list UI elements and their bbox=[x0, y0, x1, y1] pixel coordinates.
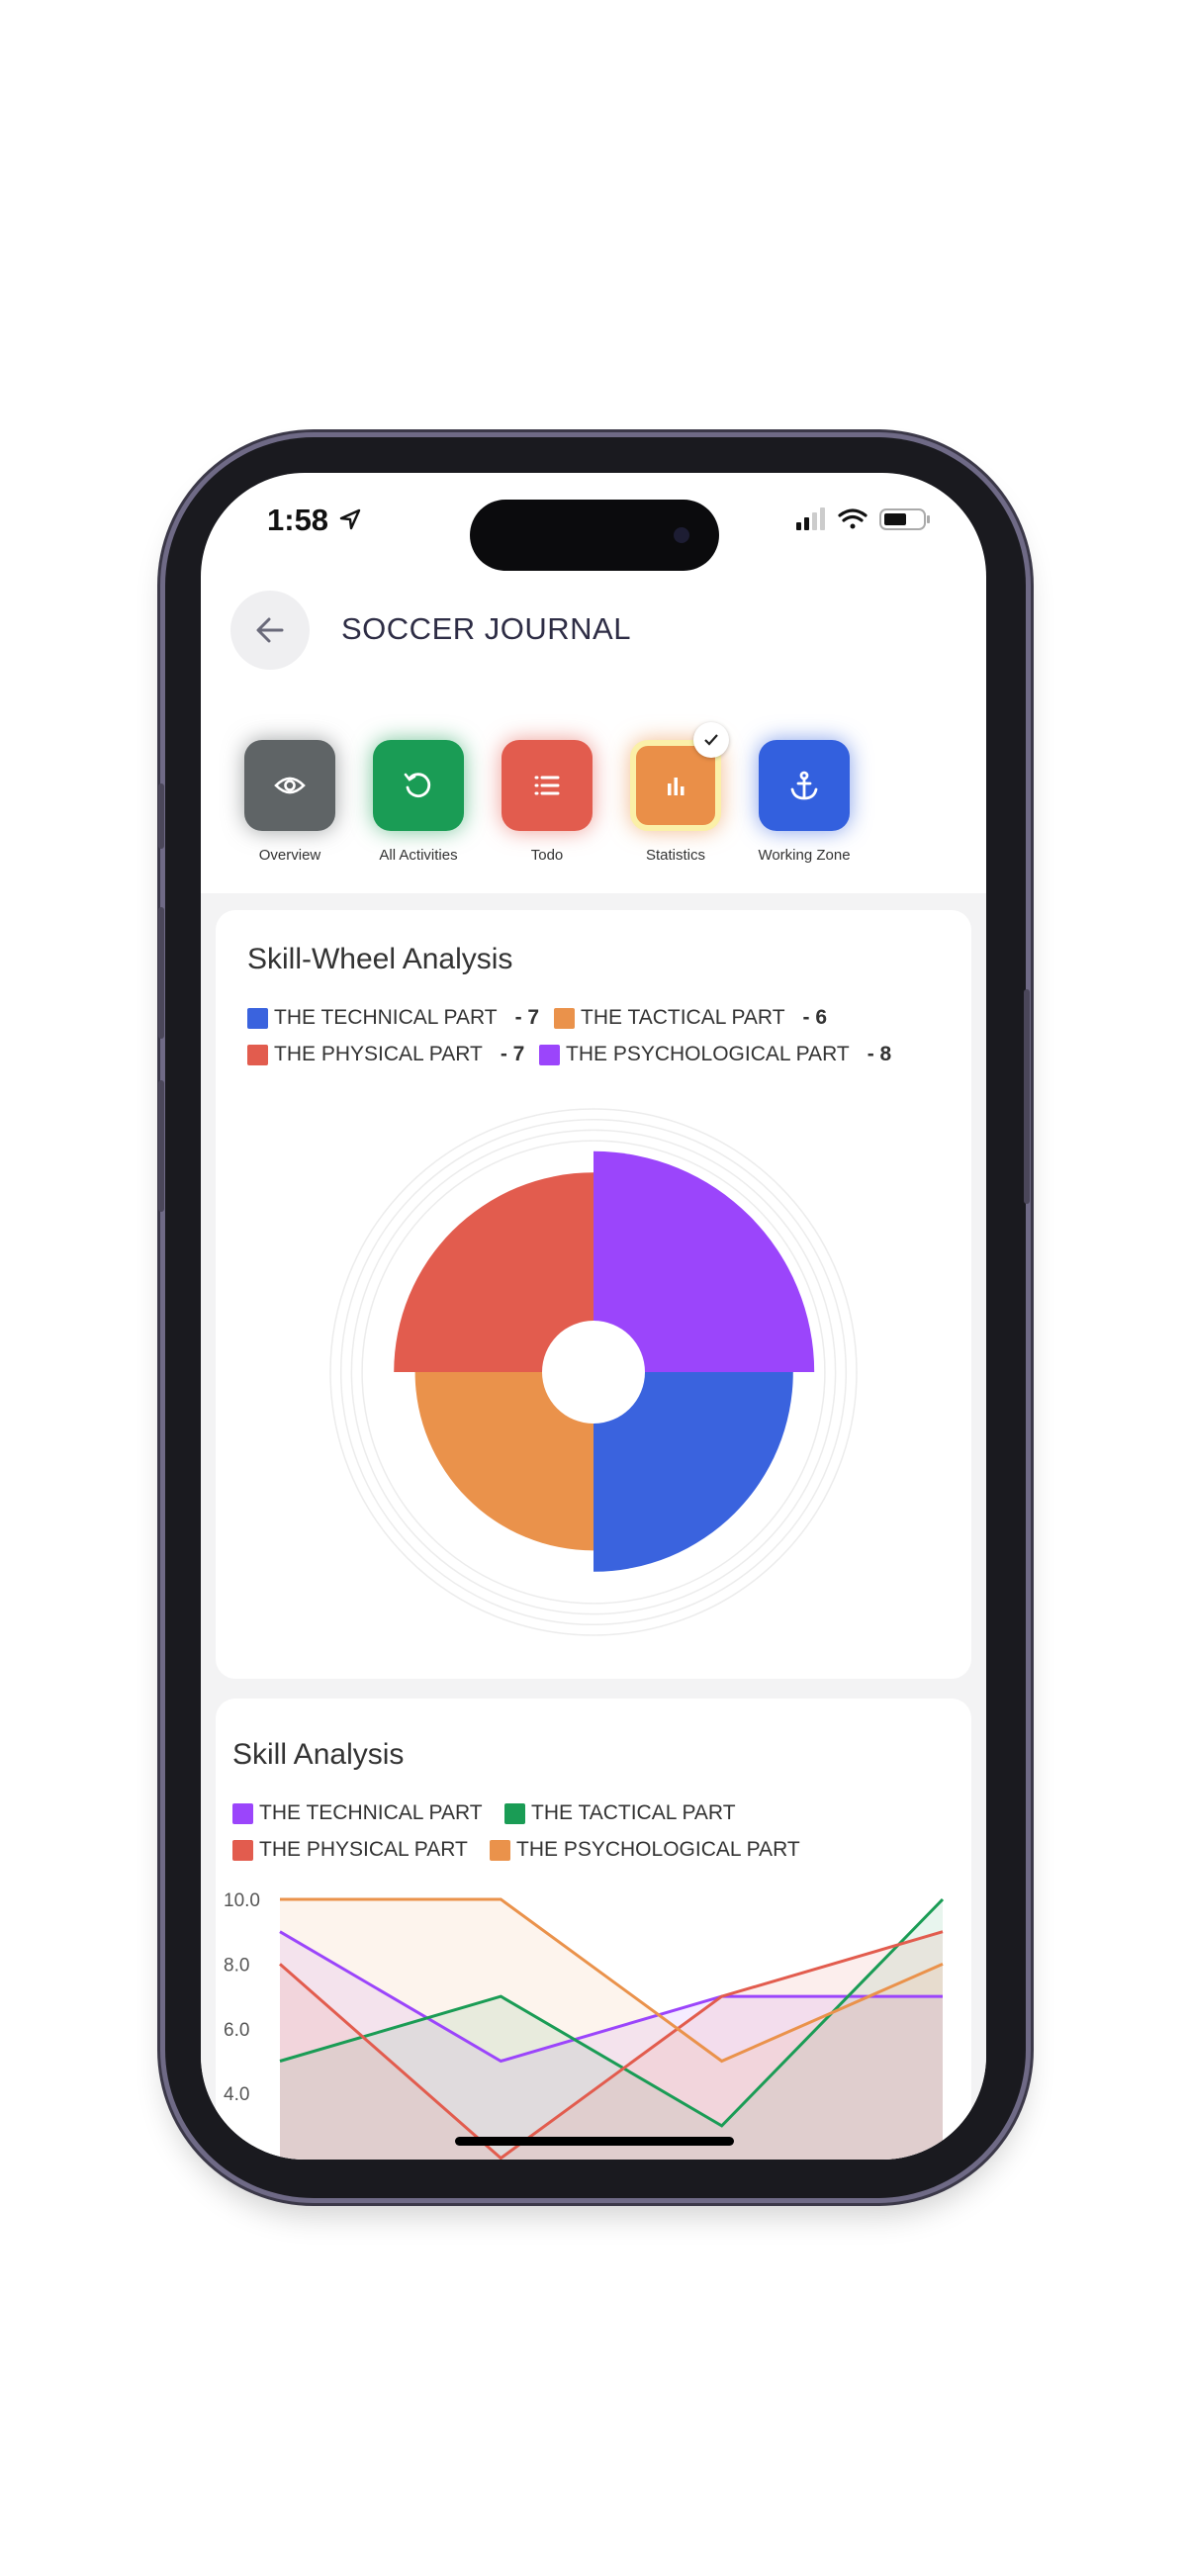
legend-item-physical: THE PHYSICAL PART bbox=[232, 1838, 468, 1862]
skill-wheel-card: Skill-Wheel Analysis THE TECHNICAL PART -… bbox=[216, 910, 971, 1679]
legend-item-tactical: THE TACTICAL PART - 6 bbox=[554, 1006, 827, 1030]
back-button[interactable] bbox=[230, 591, 310, 670]
y-tick-label: 4.0 bbox=[224, 2084, 249, 2105]
location-arrow-icon bbox=[339, 508, 361, 530]
selected-check-icon bbox=[693, 722, 729, 758]
skill-wheel-chart bbox=[329, 1108, 858, 1636]
nav-label: Statistics bbox=[645, 847, 705, 864]
legend-value: - 7 bbox=[514, 1006, 540, 1029]
volume-up-button bbox=[158, 907, 164, 1039]
series-line-4 bbox=[280, 1897, 944, 2064]
action-button bbox=[158, 783, 164, 849]
series-area-3 bbox=[280, 1931, 943, 2160]
wheel-segment-3 bbox=[394, 1172, 594, 1372]
page-title: SOCCER JOURNAL bbox=[341, 611, 631, 646]
nav-tile-todo[interactable] bbox=[502, 740, 593, 831]
card-title: Skill-Wheel Analysis bbox=[247, 943, 513, 975]
y-tick-label: 10.0 bbox=[224, 1890, 260, 1911]
dynamic-island bbox=[470, 500, 719, 571]
card-title: Skill Analysis bbox=[232, 1738, 405, 1771]
legend-label: THE TECHNICAL PART bbox=[259, 1801, 483, 1824]
eye-icon bbox=[273, 769, 307, 802]
nav-tile-working-zone[interactable] bbox=[759, 740, 850, 831]
status-time: 1:58 bbox=[267, 503, 329, 537]
grid-ring bbox=[339, 1118, 848, 1626]
legend-value: - 8 bbox=[867, 1043, 892, 1065]
skill-analysis-card: Skill Analysis THE TECHNICAL PART THE TA… bbox=[216, 1699, 971, 2160]
screen: 1:58 SOCCER JOURNAL Overview All Activiti… bbox=[201, 473, 986, 2160]
arrow-left-icon bbox=[256, 617, 284, 643]
grid-ring bbox=[329, 1108, 858, 1636]
series-line-3 bbox=[279, 1930, 944, 2160]
wheel-segment-1 bbox=[594, 1372, 793, 1572]
wifi-icon bbox=[838, 508, 867, 529]
y-tick-label: 6.0 bbox=[224, 2020, 249, 2041]
legend-label: THE TACTICAL PART bbox=[531, 1801, 736, 1824]
legend-item-technical: THE TECHNICAL PART - 7 bbox=[247, 1006, 539, 1030]
legend-label: THE TECHNICAL PART bbox=[274, 1006, 498, 1029]
signal-icon bbox=[796, 507, 825, 530]
legend-label: THE PSYCHOLOGICAL PART bbox=[516, 1838, 800, 1861]
wheel-segment-4 bbox=[594, 1150, 815, 1372]
legend-item-psychological: THE PSYCHOLOGICAL PART - 8 bbox=[539, 1043, 891, 1066]
legend-label: THE PHYSICAL PART bbox=[259, 1838, 468, 1861]
nav-tile-overview[interactable] bbox=[244, 740, 335, 831]
grid-ring bbox=[361, 1140, 826, 1605]
status-icons bbox=[796, 507, 930, 530]
list-icon bbox=[530, 769, 564, 802]
volume-down-button bbox=[158, 1080, 164, 1212]
legend-item-psychological: THE PSYCHOLOGICAL PART bbox=[490, 1838, 800, 1862]
history-icon bbox=[402, 769, 435, 802]
legend-item-tactical: THE TACTICAL PART bbox=[504, 1801, 736, 1825]
series-line-1 bbox=[279, 1930, 943, 2064]
skill-analysis-chart: 10.0 8.0 6.0 4.0 bbox=[224, 1890, 945, 2160]
home-indicator[interactable] bbox=[455, 2137, 734, 2146]
legend-label: THE PHYSICAL PART bbox=[274, 1043, 483, 1065]
series-area-2 bbox=[280, 1899, 943, 2160]
anchor-icon bbox=[787, 769, 821, 802]
legend-label: THE TACTICAL PART bbox=[581, 1006, 785, 1029]
nav-label: Working Zone bbox=[758, 847, 851, 864]
wheel-hole bbox=[542, 1321, 645, 1424]
y-tick-label: 8.0 bbox=[224, 1955, 249, 1976]
nav-tile-all-activities[interactable] bbox=[373, 740, 464, 831]
nav-label: Todo bbox=[530, 847, 564, 864]
legend-item-technical: THE TECHNICAL PART bbox=[232, 1801, 483, 1825]
legend-value: - 7 bbox=[500, 1043, 525, 1065]
grid-ring bbox=[350, 1129, 837, 1615]
power-button bbox=[1024, 989, 1030, 1204]
nav-label: All Activities bbox=[379, 847, 458, 864]
bar-chart-icon bbox=[659, 769, 692, 802]
legend-value: - 6 bbox=[802, 1006, 828, 1029]
battery-icon bbox=[879, 508, 930, 530]
series-area-1 bbox=[280, 1931, 943, 2160]
nav-label: Overview bbox=[258, 847, 321, 864]
wheel-segment-2 bbox=[414, 1372, 594, 1551]
legend-label: THE PSYCHOLOGICAL PART bbox=[566, 1043, 850, 1065]
legend-item-physical: THE PHYSICAL PART - 7 bbox=[247, 1043, 524, 1066]
